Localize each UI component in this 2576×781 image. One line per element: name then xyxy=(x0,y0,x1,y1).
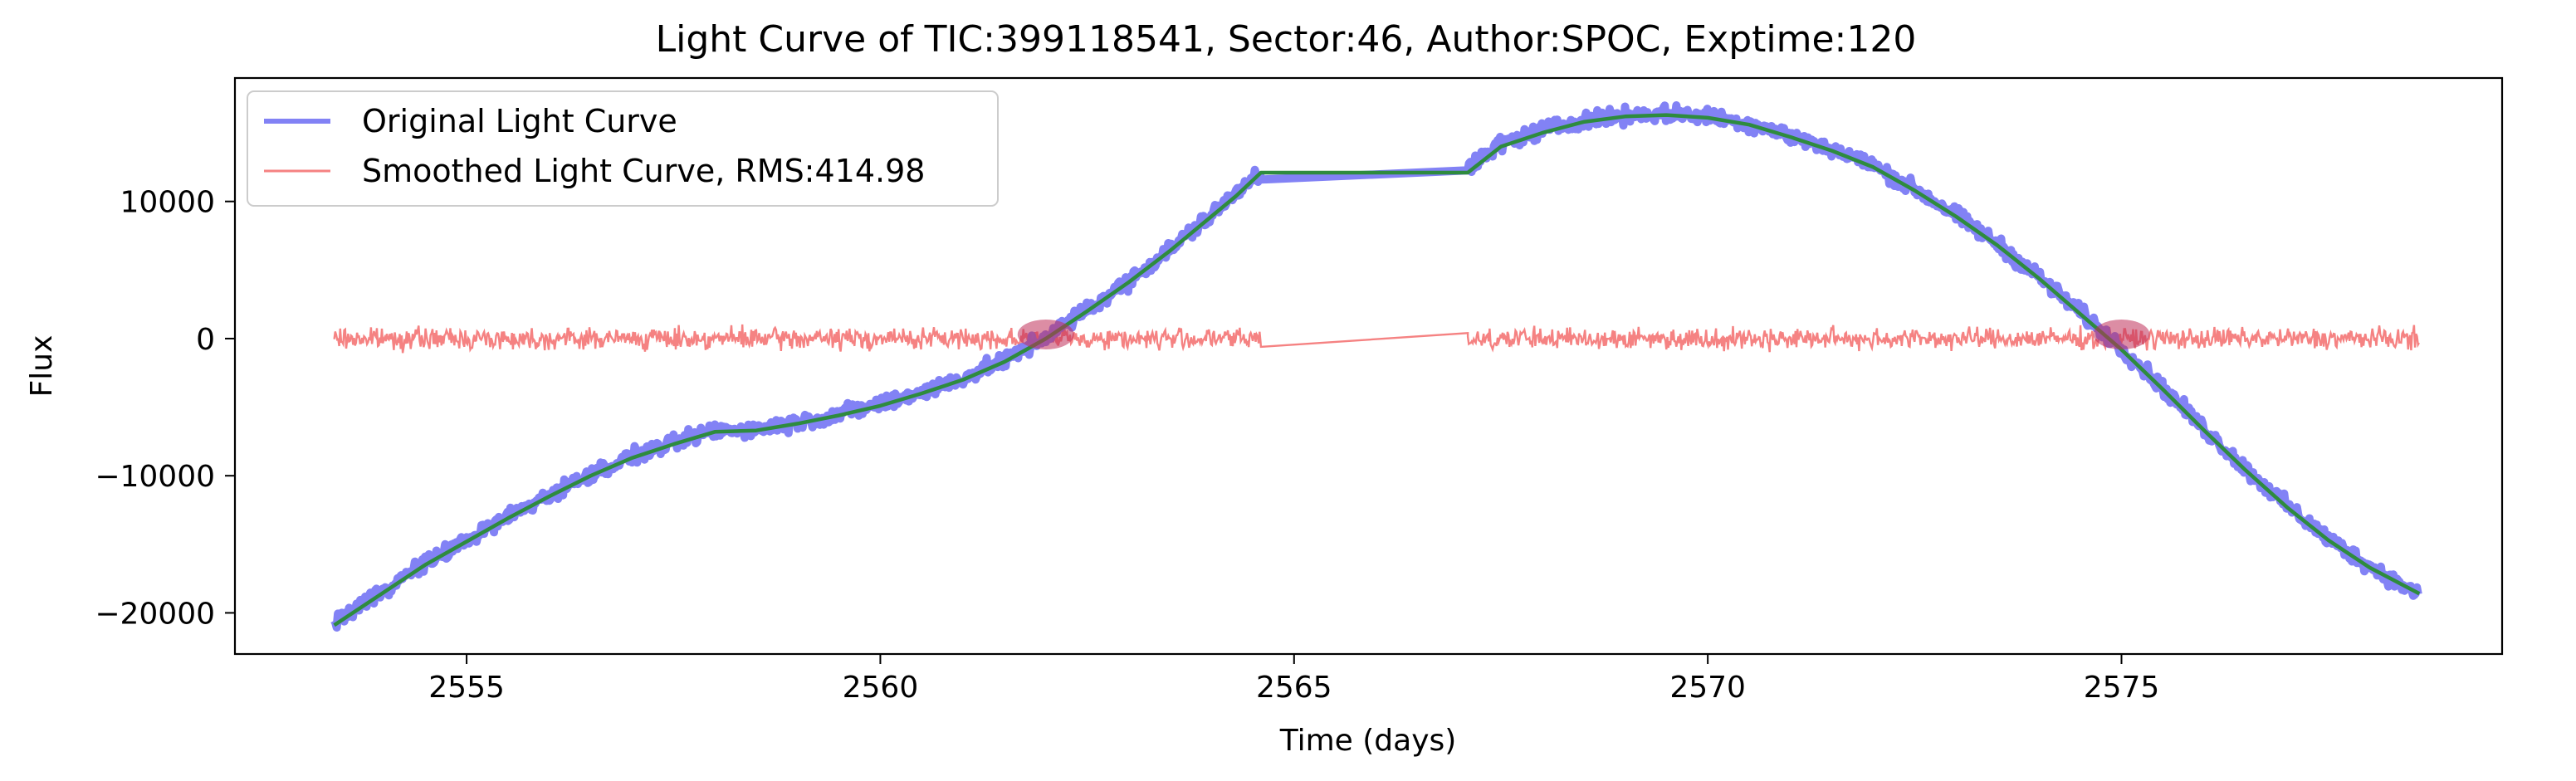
x-tick-label: 2555 xyxy=(428,671,505,705)
y-tick-label: 0 xyxy=(196,323,215,357)
overlap-marker xyxy=(1017,319,1074,349)
plot-frame xyxy=(233,76,2504,656)
trend-line xyxy=(333,113,2421,627)
x-tick-label: 2560 xyxy=(843,671,919,705)
y-tick-label: −20000 xyxy=(95,597,215,631)
y-tick-label: −10000 xyxy=(95,460,215,494)
series-layer xyxy=(330,101,2422,632)
x-tick-label: 2575 xyxy=(2084,671,2160,705)
x-tick-label: 2565 xyxy=(1256,671,1332,705)
x-axis-label: Time (days) xyxy=(1279,724,1457,758)
legend: Original Light Curve Smoothed Light Curv… xyxy=(247,90,999,207)
legend-label-smoothed: Smoothed Light Curve, RMS:414.98 xyxy=(362,153,925,189)
y-tick-label: 10000 xyxy=(120,186,215,220)
y-axis-label: Flux xyxy=(25,335,59,398)
x-axis: 2555 2560 2565 2570 2575 xyxy=(428,654,2159,705)
chart-title: Light Curve of TIC:399118541, Sector:46,… xyxy=(656,18,1917,61)
legend-box xyxy=(247,90,999,207)
x-tick-label: 2570 xyxy=(1669,671,1746,705)
y-axis: −20000 −10000 0 10000 xyxy=(95,186,235,631)
overlap-marker xyxy=(2093,319,2150,349)
legend-label-original: Original Light Curve xyxy=(362,103,677,139)
